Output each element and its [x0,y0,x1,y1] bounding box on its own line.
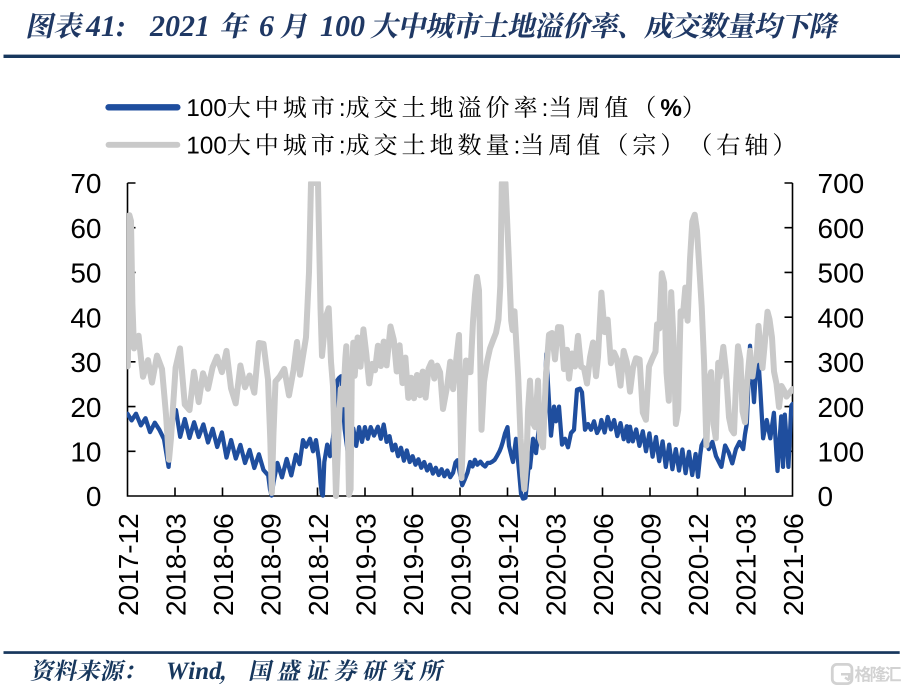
svg-text:2021-03: 2021-03 [730,513,761,616]
svg-text:2019-03: 2019-03 [350,513,381,616]
svg-text:400: 400 [818,302,865,333]
svg-text:2019-12: 2019-12 [493,513,524,616]
svg-text:2019-06: 2019-06 [398,513,429,616]
svg-text:100: 100 [818,436,865,467]
svg-text:60: 60 [70,213,101,244]
svg-text:20: 20 [70,392,101,423]
svg-text:2018-03: 2018-03 [160,513,191,616]
svg-text:2020-12: 2020-12 [683,513,714,616]
svg-text:300: 300 [818,347,865,378]
svg-text:600: 600 [818,213,865,244]
svg-text:10: 10 [70,436,101,467]
svg-text:0: 0 [818,481,834,512]
svg-text:700: 700 [818,168,865,199]
svg-text:40: 40 [70,302,101,333]
svg-text:0: 0 [86,481,102,512]
svg-text:2018-12: 2018-12 [303,513,334,616]
svg-text:70: 70 [70,168,101,199]
svg-text:50: 50 [70,258,101,289]
svg-text:2020-03: 2020-03 [540,513,571,616]
svg-text:2020-06: 2020-06 [588,513,619,616]
svg-text:2019-09: 2019-09 [445,513,476,616]
svg-text:2018-09: 2018-09 [255,513,286,616]
svg-text:2018-06: 2018-06 [208,513,239,616]
svg-text:2020-09: 2020-09 [635,513,666,616]
svg-text:2021-06: 2021-06 [778,513,809,616]
svg-text:500: 500 [818,258,865,289]
svg-text:2017-12: 2017-12 [113,513,144,616]
svg-text:200: 200 [818,392,865,423]
svg-text:30: 30 [70,347,101,378]
